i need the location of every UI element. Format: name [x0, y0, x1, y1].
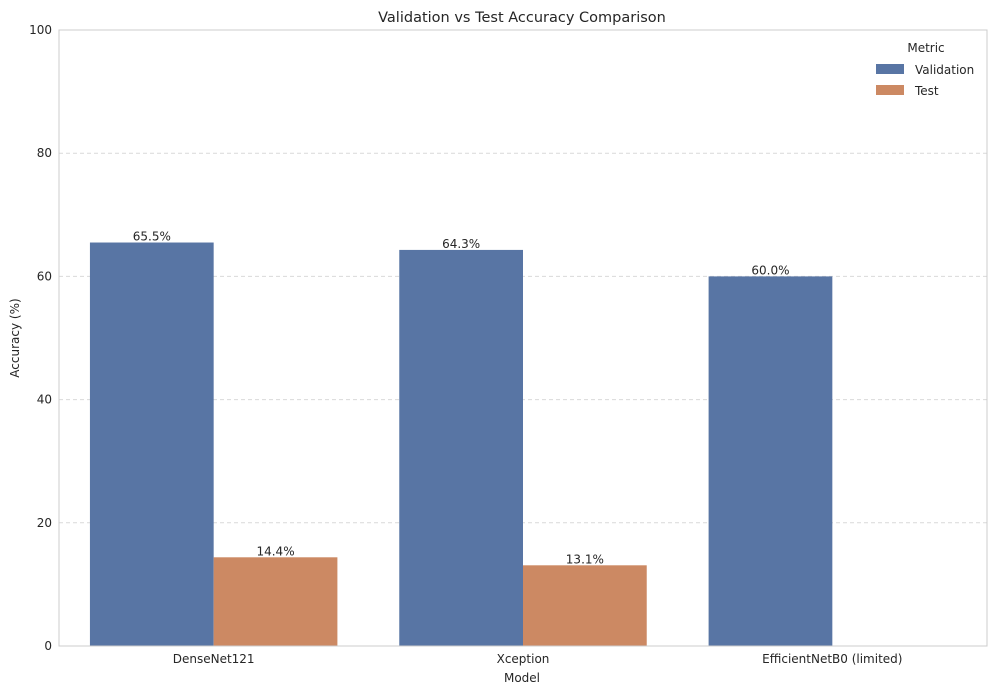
- plot-frame: [58, 29, 988, 647]
- legend-title: Metric: [907, 41, 944, 55]
- bar-value-label: 60.0%: [751, 263, 789, 277]
- legend-swatch-validation: [876, 64, 904, 74]
- y-tick-label: 0: [44, 639, 52, 653]
- bar-validation-0: [89, 242, 214, 646]
- bar-test-0: [213, 557, 338, 646]
- bar-value-label: 13.1%: [566, 552, 604, 566]
- y-axis-ticks: 0 20 40 60 80 100: [29, 23, 52, 653]
- bar-value-label: 14.4%: [256, 544, 294, 558]
- y-tick-label: 20: [37, 516, 52, 530]
- y-axis-label: Accuracy (%): [8, 298, 22, 377]
- bars: [89, 242, 833, 647]
- x-tick-label: DenseNet121: [173, 652, 255, 666]
- bar-value-label: 65.5%: [133, 230, 171, 244]
- bar-test-1: [523, 565, 647, 646]
- legend-label-test: Test: [914, 84, 939, 98]
- y-tick-label: 80: [37, 146, 52, 160]
- x-axis-ticks: DenseNet121 Xception EfficientNetB0 (limit…: [173, 652, 903, 666]
- bar-value-labels: 65.5% 64.3% 60.0% 14.4% 13.1%: [133, 230, 790, 567]
- bar-validation-2: [708, 276, 833, 646]
- legend-label-validation: Validation: [915, 63, 974, 77]
- chart-title: Validation vs Test Accuracy Comparison: [378, 10, 666, 26]
- bar-value-label: 64.3%: [442, 237, 480, 251]
- y-tick-label: 60: [37, 269, 52, 283]
- y-tick-label: 100: [29, 23, 52, 37]
- legend: Metric Validation Test: [876, 41, 974, 98]
- x-axis-label: Model: [504, 671, 540, 685]
- x-tick-label: EfficientNetB0 (limited): [762, 652, 902, 666]
- legend-swatch-test: [876, 85, 904, 95]
- y-tick-label: 40: [37, 393, 52, 407]
- bar-validation-1: [399, 249, 523, 647]
- x-tick-label: Xception: [497, 652, 550, 666]
